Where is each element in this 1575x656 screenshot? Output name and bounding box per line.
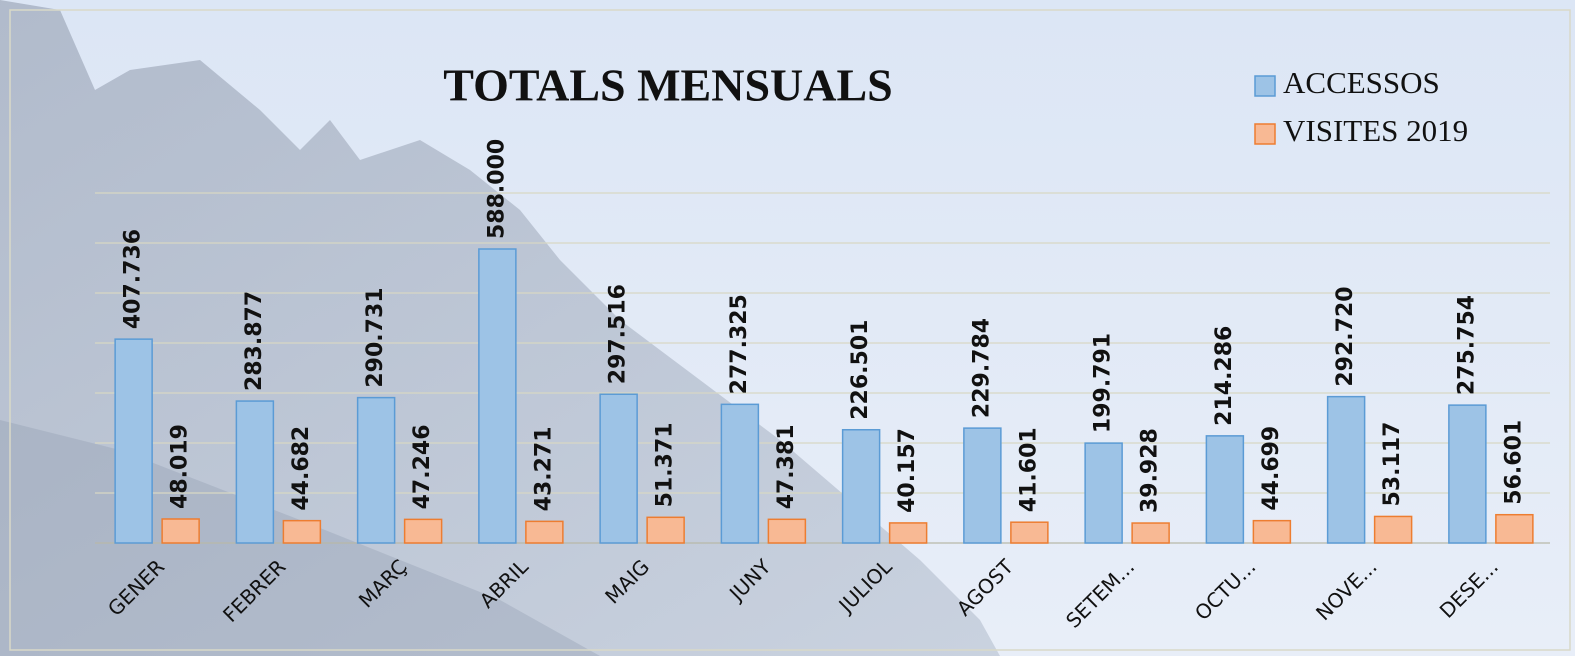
- legend-swatch: [1255, 76, 1275, 96]
- bar: [358, 398, 395, 543]
- bar: [890, 523, 927, 543]
- bar: [1011, 522, 1048, 543]
- value-label: 297.516: [606, 284, 631, 384]
- page: TOTALS MENSUALS 407.736 283.877 290.731 588…: [0, 0, 1575, 656]
- value-label: 39.928: [1138, 428, 1163, 513]
- legend-label: VISITES 2019: [1283, 113, 1468, 148]
- value-label: 229.784: [969, 318, 994, 418]
- value-label: 292.720: [1333, 286, 1358, 386]
- value-label: 226.501: [848, 320, 873, 420]
- bar: [405, 519, 442, 543]
- legend-swatch: [1255, 124, 1275, 144]
- chart: TOTALS MENSUALS 407.736 283.877 290.731 588…: [0, 0, 1575, 656]
- bar: [964, 428, 1001, 543]
- bar: [1206, 436, 1243, 543]
- value-label: 53.117: [1380, 422, 1405, 507]
- bar: [1328, 397, 1365, 543]
- value-label: 51.371: [653, 422, 678, 507]
- value-label: 44.699: [1259, 426, 1284, 511]
- bar: [1253, 521, 1290, 543]
- value-label: 199.791: [1091, 333, 1116, 433]
- chart-title: TOTALS MENSUALS: [443, 60, 893, 111]
- bar: [1085, 443, 1122, 543]
- bar: [236, 401, 273, 543]
- value-label: 407.736: [121, 229, 146, 329]
- value-label: 48.019: [168, 424, 193, 509]
- value-label: 214.286: [1212, 326, 1237, 426]
- bar: [115, 339, 152, 543]
- legend-label: ACCESSOS: [1283, 65, 1440, 100]
- bar: [479, 249, 516, 543]
- bar: [721, 404, 758, 543]
- bar: [600, 394, 637, 543]
- value-label: 283.877: [242, 291, 267, 391]
- value-label: 277.325: [727, 294, 752, 394]
- bar: [1449, 405, 1486, 543]
- bar: [1132, 523, 1169, 543]
- value-label: 47.246: [410, 424, 435, 509]
- value-label: 43.271: [531, 426, 556, 511]
- bar: [843, 430, 880, 543]
- value-label: 41.601: [1016, 427, 1041, 512]
- bar: [162, 519, 199, 543]
- bar: [1496, 515, 1533, 543]
- value-label: 588.000: [484, 139, 509, 239]
- value-label: 56.601: [1501, 420, 1526, 505]
- bar: [526, 521, 563, 543]
- bar: [647, 517, 684, 543]
- value-label: 275.754: [1454, 295, 1479, 395]
- bar: [283, 521, 320, 543]
- value-label: 290.731: [363, 287, 388, 387]
- value-label: 44.682: [289, 426, 314, 511]
- bar: [768, 519, 805, 543]
- value-label: 47.381: [774, 424, 799, 509]
- value-label: 40.157: [895, 428, 920, 513]
- bar: [1375, 516, 1412, 543]
